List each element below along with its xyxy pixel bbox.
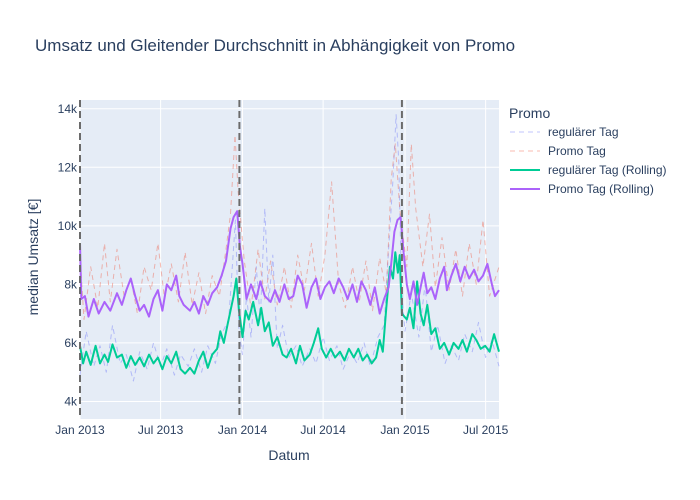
y-tick-label: 10k bbox=[58, 219, 78, 233]
series-line-1 bbox=[79, 134, 500, 320]
x-axis-ticks: Jan 2013 Jul 2013 Jan 2014 Jul 2014 Jan 2015… bbox=[55, 423, 508, 437]
legend-label: regulärer Tag (Rolling) bbox=[548, 163, 667, 177]
vertical-markers bbox=[79, 100, 403, 419]
x-tick-label: Jul 2015 bbox=[463, 423, 509, 437]
legend-label: Promo Tag (Rolling) bbox=[548, 182, 654, 196]
series-layer bbox=[79, 114, 500, 382]
y-tick-label: 12k bbox=[58, 160, 78, 174]
x-tick-label: Jan 2015 bbox=[380, 423, 430, 437]
x-axis-label: Datum bbox=[268, 447, 309, 463]
y-tick-label: 6k bbox=[64, 336, 78, 350]
series-line-2 bbox=[79, 251, 500, 375]
x-tick-label: Jan 2013 bbox=[55, 423, 105, 437]
legend-item[interactable]: regulärer Tag bbox=[510, 125, 619, 139]
legend-label: Promo Tag bbox=[548, 144, 606, 158]
y-axis-ticks: 4k 6k 8k 10k 12k 14k bbox=[58, 102, 78, 409]
y-tick-label: 14k bbox=[58, 102, 78, 116]
legend-item[interactable]: Promo Tag bbox=[510, 144, 606, 158]
y-tick-label: 4k bbox=[64, 394, 78, 408]
x-tick-label: Jul 2013 bbox=[138, 423, 184, 437]
x-tick-label: Jul 2014 bbox=[300, 423, 346, 437]
legend-title: Promo bbox=[509, 105, 550, 121]
legend-item[interactable]: Promo Tag (Rolling) bbox=[510, 182, 654, 196]
grid-lines bbox=[79, 100, 499, 419]
legend[interactable]: Promo regulärer Tag Promo Tag regulärer Ta… bbox=[509, 105, 667, 196]
y-tick-label: 8k bbox=[64, 277, 78, 291]
plot-background bbox=[80, 100, 499, 419]
x-tick-label: Jan 2014 bbox=[218, 423, 268, 437]
series-line-0 bbox=[79, 114, 500, 382]
y-axis-label: median Umsatz [€] bbox=[25, 199, 41, 316]
chart-title: Umsatz und Gleitender Durchschnitt in Ab… bbox=[35, 36, 515, 55]
legend-label: regulärer Tag bbox=[548, 125, 619, 139]
legend-item[interactable]: regulärer Tag (Rolling) bbox=[510, 163, 667, 177]
series-line-3 bbox=[79, 210, 500, 318]
